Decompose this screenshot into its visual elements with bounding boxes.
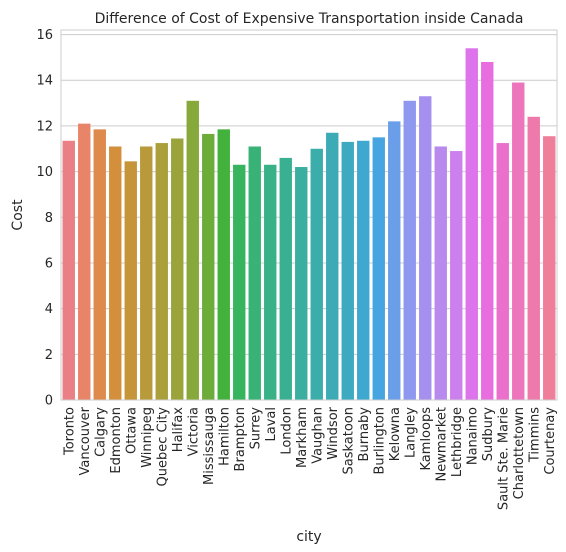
y-tick-label: 4 [45, 302, 53, 317]
x-tick-label: Calgary [93, 407, 108, 457]
x-tick-label: Edmonton [109, 407, 124, 474]
bar-victoria [186, 100, 199, 401]
x-tick-label: Nanaimo [465, 407, 480, 465]
x-tick-label: Vancouver [78, 406, 93, 475]
bar-hamilton [217, 129, 230, 400]
bar-brampton [233, 164, 246, 400]
x-tick-labels: Toronto Vancouver Calgary Edmonton Ottawa Win… [62, 406, 558, 510]
x-tick-label: Quebec City [155, 407, 170, 487]
y-tick-label: 0 [45, 394, 53, 409]
bar-timmins [527, 116, 540, 400]
x-tick-label: Toronto [62, 407, 77, 456]
bar-kamloops [419, 96, 432, 401]
y-tick-label: 16 [36, 28, 53, 43]
y-tick-label: 10 [36, 165, 53, 180]
x-tick-label: Charlottetown [512, 407, 527, 499]
bar-ottawa [124, 161, 137, 400]
bar-langley [403, 100, 416, 401]
x-tick-label: Burnaby [357, 407, 372, 462]
x-axis-label: city [296, 529, 321, 545]
x-tick-label: Surrey [248, 407, 263, 450]
bar-markham [295, 167, 308, 400]
bar-edmonton [109, 146, 122, 400]
bar-lethbridge [450, 151, 463, 400]
bar-winnipeg [140, 146, 153, 400]
x-tick-label: Courtenay [543, 407, 558, 475]
y-axis-label: Cost [10, 199, 26, 231]
y-tick-labels: 0 2 4 6 8 10 12 14 16 [36, 28, 53, 408]
bar-charlottetown [512, 82, 525, 401]
bar-mississauga [202, 133, 215, 401]
bar-nanaimo [465, 48, 478, 400]
bar-halifax [171, 138, 184, 400]
x-tick-label: Hamilton [217, 407, 232, 466]
x-tick-label: Vaughan [310, 407, 325, 464]
x-tick-label: Ottawa [124, 407, 139, 454]
bar-windsor [326, 132, 339, 400]
x-tick-label: Saskatoon [341, 407, 356, 475]
bar-courtenay [543, 136, 556, 400]
x-tick-label: Kamloops [419, 407, 434, 471]
x-tick-label: Langley [403, 407, 418, 458]
bar-london [279, 157, 292, 400]
bar-vaughan [310, 148, 323, 400]
y-tick-label: 2 [45, 348, 53, 363]
bar-sudbury [481, 61, 494, 400]
x-tick-label: Victoria [186, 407, 201, 456]
bar-laval [264, 164, 277, 400]
x-tick-label: Halifax [171, 407, 186, 453]
y-tick-label: 12 [36, 119, 53, 134]
bar-vancouver [78, 123, 91, 401]
x-tick-label: Sault Ste. Marie [496, 407, 511, 510]
x-tick-label: Kelowna [388, 407, 403, 461]
y-tick-label: 14 [36, 74, 53, 89]
bar-sault-ste-marie [496, 143, 509, 401]
bar-burnaby [357, 140, 370, 400]
bar-burlington [372, 137, 385, 400]
x-tick-label: Windsor [326, 406, 341, 459]
chart-title: Difference of Cost of Expensive Transpor… [95, 11, 524, 27]
bar-saskatoon [341, 141, 354, 400]
y-tick-label: 8 [45, 211, 53, 226]
bar-surrey [248, 146, 261, 400]
x-tick-label: Winnipeg [140, 407, 155, 468]
bar-newmarket [434, 146, 447, 400]
x-tick-label: Markham [295, 407, 310, 468]
x-tick-label: Timmins [527, 407, 542, 463]
plot-frame [60, 29, 558, 401]
x-tick-label: Sudbury [481, 407, 496, 462]
y-tick-label: 6 [45, 256, 53, 271]
x-tick-label: London [279, 407, 294, 455]
bar-toronto [62, 140, 75, 400]
x-tick-label: Mississauga [202, 407, 217, 485]
bar-kelowna [388, 121, 401, 400]
x-tick-label: Burlington [372, 407, 387, 475]
bars [62, 48, 556, 401]
x-tick-label: Lethbridge [450, 407, 465, 477]
bar-calgary [93, 129, 106, 400]
x-tick-label: Newmarket [434, 407, 449, 482]
bar-quebec-city [155, 143, 168, 401]
x-tick-label: Laval [264, 407, 279, 441]
x-tick-label: Brampton [233, 407, 248, 471]
